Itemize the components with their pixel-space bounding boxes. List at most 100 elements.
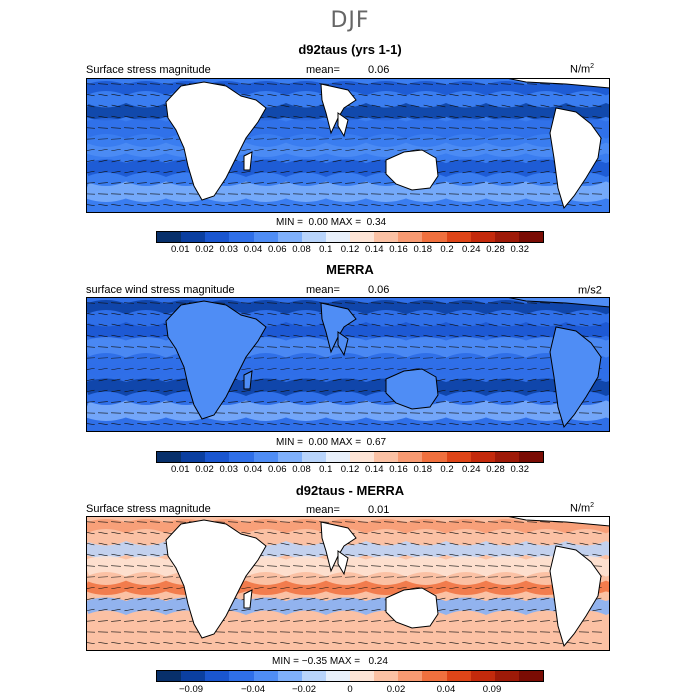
wind-vector	[137, 104, 147, 108]
wind-vector	[267, 378, 277, 382]
wind-vector	[293, 127, 303, 129]
wind-vector	[371, 542, 381, 546]
wind-vector	[384, 401, 394, 403]
wind-vector	[384, 334, 394, 338]
wind-vector	[189, 642, 199, 644]
wind-vector	[592, 312, 602, 316]
land-madagascar	[243, 589, 253, 609]
colorbar-tick-label: 0.09	[482, 684, 502, 695]
wind-vector	[306, 323, 316, 327]
wind-vector	[566, 642, 576, 644]
wind-vector	[332, 83, 342, 85]
wind-vector	[280, 93, 290, 97]
wind-vector	[592, 182, 602, 184]
wind-vector	[176, 389, 186, 393]
wind-vector	[163, 423, 173, 425]
wind-vector	[345, 642, 355, 644]
wind-vector	[527, 302, 537, 304]
colorbar-tick-label: 0.02	[195, 244, 214, 255]
wind-vector	[540, 620, 550, 622]
wind-vector	[475, 346, 485, 348]
wind-vector	[501, 312, 511, 316]
wind-vector	[540, 401, 550, 403]
wind-vector	[410, 83, 420, 85]
wind-vector	[228, 423, 238, 425]
wind-vector	[423, 93, 433, 97]
wind-vector	[371, 148, 381, 152]
wind-vector	[111, 608, 121, 612]
wind-vector	[176, 182, 186, 184]
wind-vector	[527, 115, 537, 119]
wind-vector	[345, 204, 355, 206]
wind-vector	[371, 642, 381, 644]
wind-vector	[410, 642, 420, 644]
colorbar-tick-label: 0.04	[243, 244, 263, 255]
wind-vector	[358, 170, 368, 174]
wind-vector	[358, 93, 368, 97]
wind-vector	[137, 521, 147, 523]
wind-vector	[124, 83, 134, 85]
wind-vector	[267, 642, 277, 644]
wind-vector	[98, 531, 108, 535]
wind-vector	[267, 531, 277, 535]
wind-vector	[267, 542, 277, 546]
wind-vector	[293, 565, 303, 567]
wind-vector	[358, 159, 368, 163]
field-band	[86, 81, 610, 96]
wind-vector	[241, 312, 251, 316]
wind-vector	[462, 521, 472, 523]
wind-vector	[501, 148, 511, 152]
wind-vector	[306, 542, 316, 546]
wind-vector	[436, 323, 446, 327]
wind-vector	[592, 608, 602, 612]
wind-vector	[358, 542, 368, 546]
wind-vector	[150, 597, 160, 601]
wind-vector	[397, 312, 407, 316]
wind-vector	[98, 93, 108, 97]
wind-vector	[358, 182, 368, 184]
wind-vector	[462, 531, 472, 535]
wind-vector	[111, 302, 121, 304]
wind-vector	[111, 642, 121, 644]
wind-vector	[514, 346, 524, 348]
wind-vector	[449, 204, 459, 206]
wind-vector	[423, 346, 433, 348]
wind-vector	[98, 148, 108, 152]
wind-vector	[592, 401, 602, 403]
colorbar-tick-label: 0.18	[413, 464, 433, 475]
wind-vector	[267, 204, 277, 206]
wind-vector	[280, 401, 290, 403]
field-band	[86, 519, 610, 534]
wind-vector	[488, 182, 498, 184]
wind-vector	[176, 378, 186, 382]
wind-vector	[384, 531, 394, 535]
wind-vector	[111, 204, 121, 206]
wind-vector	[163, 312, 173, 316]
wind-vector	[306, 565, 316, 567]
wind-vector	[397, 642, 407, 644]
wind-vector	[345, 334, 355, 338]
wind-vector	[397, 93, 407, 97]
panel2-title: MERRA	[326, 262, 374, 277]
wind-vector	[514, 378, 524, 382]
wind-vector	[423, 542, 433, 546]
wind-vector	[150, 367, 160, 371]
wind-vector	[410, 346, 420, 348]
wind-vector	[98, 586, 108, 590]
wind-vector	[501, 608, 511, 612]
wind-vector	[358, 104, 368, 108]
wind-vector	[371, 401, 381, 403]
wind-vector	[423, 531, 433, 535]
wind-vector	[202, 642, 212, 644]
wind-vector	[150, 302, 160, 304]
wind-vector	[98, 334, 108, 338]
wind-vector	[306, 389, 316, 393]
wind-vector	[280, 323, 290, 327]
wind-vector	[163, 93, 173, 97]
panel1-units: N/m2	[570, 63, 595, 76]
wind-vector	[488, 159, 498, 163]
wind-vector	[280, 127, 290, 129]
wind-vector	[449, 115, 459, 119]
wind-vector	[98, 323, 108, 327]
wind-vector	[319, 565, 329, 567]
